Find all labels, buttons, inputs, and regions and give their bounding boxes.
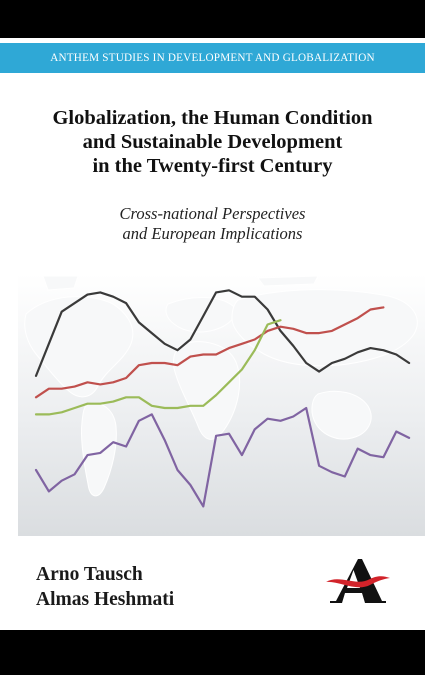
author-name: Almas Heshmati (36, 589, 175, 610)
title-line: in the Twenty-first Century (92, 155, 333, 177)
subtitle-line: Cross-national Perspectives (119, 204, 306, 223)
series-banner: ANTHEM STUDIES IN DEVELOPMENT AND GLOBAL… (0, 43, 425, 73)
anthem-logo (326, 559, 390, 603)
book-subtitle: Cross-national Perspectives and European… (10, 204, 415, 244)
logo-a-letter (330, 559, 386, 603)
series-line-2 (34, 306, 385, 399)
series-line-1 (34, 289, 411, 378)
world-map-silhouette (24, 275, 418, 497)
authors-block: Arno Tausch Almas Heshmati (36, 562, 174, 612)
logo-swoosh (326, 576, 390, 588)
line-chart-illustration (18, 274, 425, 536)
series-line-4 (34, 406, 411, 508)
series-name: ANTHEM STUDIES IN DEVELOPMENT AND GLOBAL… (50, 52, 375, 64)
title-line: and Sustainable Development (82, 131, 343, 153)
title-line: Globalization, the Human Condition (52, 107, 373, 129)
subtitle-line: and European Implications (122, 224, 303, 243)
book-cover: ANTHEM STUDIES IN DEVELOPMENT AND GLOBAL… (0, 38, 425, 630)
cover-illustration (18, 274, 425, 536)
chart-series-group (34, 289, 411, 508)
series-line-3 (34, 319, 282, 416)
author-name: Arno Tausch (36, 564, 143, 585)
book-title: Globalization, the Human Condition and S… (10, 106, 415, 178)
